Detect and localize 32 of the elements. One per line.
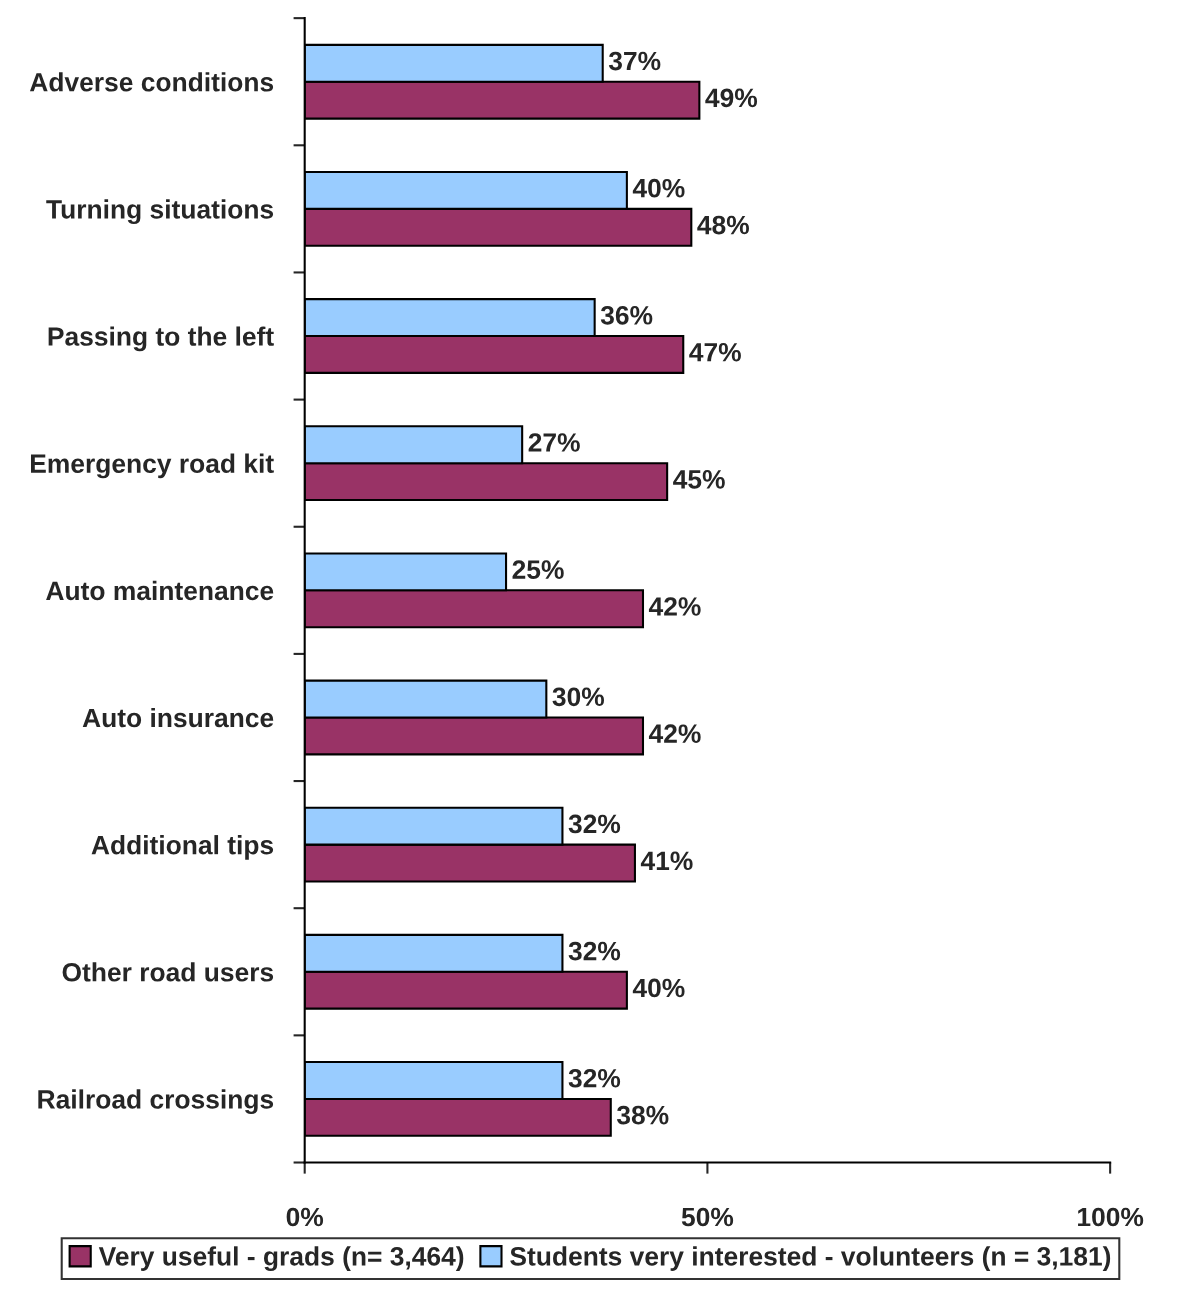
data-label: 36% bbox=[600, 305, 653, 325]
data-label: 27% bbox=[528, 433, 580, 452]
legend-label: Students very interested - volunteers (n = 3,181) bbox=[510, 1246, 1111, 1271]
y-tick-label: Railroad crossings bbox=[38, 1089, 274, 1115]
data-label: 45% bbox=[673, 470, 725, 489]
data-label: 47% bbox=[689, 342, 741, 362]
data-label: 49% bbox=[705, 88, 758, 108]
data-label: 38% bbox=[616, 1105, 669, 1125]
data-label: 40% bbox=[632, 978, 685, 998]
y-tick-label: Auto maintenance bbox=[46, 580, 274, 601]
data-label: 42% bbox=[648, 597, 701, 616]
legend-label: Very useful - grads (n= 3,464) bbox=[98, 1246, 464, 1271]
y-tick-label: Emergency road kit bbox=[31, 453, 274, 479]
x-tick-label: 0% bbox=[286, 1207, 324, 1227]
y-tick-label: Passing to the left bbox=[48, 326, 274, 352]
data-label: 48% bbox=[697, 215, 749, 235]
data-label: 40% bbox=[632, 178, 685, 198]
data-label: 32% bbox=[568, 814, 621, 834]
y-tick-label: Adverse conditions bbox=[29, 72, 274, 92]
data-label: 25% bbox=[512, 560, 564, 579]
y-tick-label: Other road users bbox=[62, 962, 274, 982]
y-tick-label: Turning situations bbox=[46, 199, 274, 225]
x-tick-label: 100% bbox=[1078, 1207, 1144, 1227]
data-label: 30% bbox=[552, 687, 605, 707]
y-tick-label: Additional tips bbox=[91, 835, 274, 860]
x-tick-label: 50% bbox=[681, 1207, 734, 1227]
data-label: 37% bbox=[608, 51, 661, 71]
data-label: 32% bbox=[568, 941, 621, 961]
data-label: 42% bbox=[648, 724, 701, 743]
data-label: 41% bbox=[640, 851, 693, 871]
y-tick-label: Auto insurance bbox=[82, 707, 274, 728]
data-label: 32% bbox=[568, 1068, 621, 1088]
